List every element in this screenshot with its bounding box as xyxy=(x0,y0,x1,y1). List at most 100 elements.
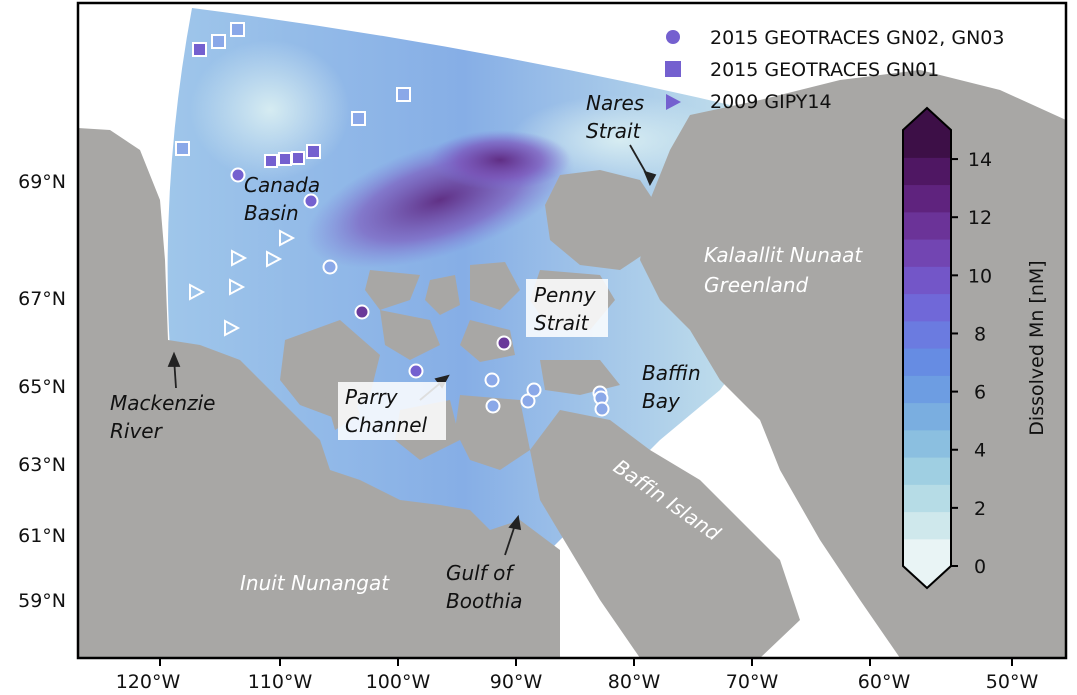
label-line: River xyxy=(110,419,164,443)
y-tick-label: 63°N xyxy=(18,454,66,476)
x-axis: 120°W 110°W 100°W 90°W 80°W 70°W 60°W 50… xyxy=(116,658,1039,693)
station-square-marker xyxy=(278,152,292,166)
label-line: Bay xyxy=(642,389,681,413)
station-circle-marker xyxy=(303,193,319,209)
x-tick-label: 100°W xyxy=(366,671,431,693)
land-baffin-island xyxy=(530,410,800,658)
colorbar-segment xyxy=(903,348,951,376)
station-square-marker xyxy=(306,144,321,159)
legend-entry-label: 2015 GEOTRACES GN02, GN03 xyxy=(710,27,1004,49)
label-line: Mackenzie xyxy=(110,391,215,415)
station-circle-marker xyxy=(354,304,370,320)
colorbar-segment xyxy=(903,239,951,267)
legend-entry-label: 2009 GIPY14 xyxy=(710,91,832,113)
land-mainland-west xyxy=(78,128,560,658)
station-square-marker xyxy=(396,87,411,102)
y-axis: 69°N 67°N 65°N 63°N 61°N 59°N xyxy=(18,171,66,612)
label-greenland: Kalaallit Nunaat Greenland xyxy=(704,243,869,297)
colorbar-segment xyxy=(903,320,951,349)
x-tick-label: 60°W xyxy=(858,671,911,693)
label-line: Strait xyxy=(534,311,590,335)
land-island xyxy=(365,270,420,310)
colorbar-tick-label: 0 xyxy=(974,556,986,578)
label-canada-basin: Canada Basin xyxy=(244,173,326,225)
legend-square-icon xyxy=(665,61,681,77)
station-square-marker xyxy=(351,111,366,126)
legend-entry-label: 2015 GEOTRACES GN01 xyxy=(710,59,939,81)
y-tick-label: 67°N xyxy=(18,288,66,310)
y-tick-label: 69°N xyxy=(18,171,66,193)
y-tick-label: 59°N xyxy=(18,590,66,612)
colorbar-segment xyxy=(903,429,951,458)
colorbar-tick-label: 12 xyxy=(968,207,992,229)
legend: 2015 GEOTRACES GN02, GN03 2015 GEOTRACES… xyxy=(665,27,1004,113)
colorbar-tick-label: 4 xyxy=(974,440,986,462)
land-greenland xyxy=(640,70,1066,658)
x-tick-label: 50°W xyxy=(986,671,1039,693)
label-line: Greenland xyxy=(704,273,808,297)
station-square-marker xyxy=(291,151,305,165)
stations-gipy14 xyxy=(189,229,296,337)
label-line: Basin xyxy=(244,201,299,225)
station-circle-marker xyxy=(485,398,501,414)
high-mn-basin xyxy=(430,130,570,190)
station-triangle-marker xyxy=(279,229,296,247)
label-line: Baffin xyxy=(642,361,701,385)
colorbar-segment xyxy=(903,457,951,485)
station-triangle-marker xyxy=(266,250,283,268)
station-square-marker xyxy=(230,22,245,37)
y-tick-label: 65°N xyxy=(18,376,66,398)
x-tick-label: 80°W xyxy=(608,671,661,693)
colorbar-segment xyxy=(903,266,951,295)
station-triangle-marker xyxy=(224,319,241,337)
label-line: Boothia xyxy=(446,589,523,613)
land-island xyxy=(380,310,440,360)
parry-channel-box xyxy=(338,382,446,440)
legend-circle-icon xyxy=(666,30,680,44)
stations-gn01 xyxy=(175,22,411,168)
colorbar-segment xyxy=(903,402,951,431)
colorbar-tick-label: 14 xyxy=(968,149,992,171)
colorbar-tick-label: 8 xyxy=(974,323,986,345)
label-line: Kalaallit Nunaat xyxy=(704,243,863,267)
map-frame xyxy=(76,1,1068,660)
label-line: Channel xyxy=(345,413,428,437)
station-square-marker xyxy=(211,34,226,49)
colorbar-tick-label: 2 xyxy=(974,498,986,520)
label-line: Parry xyxy=(345,385,399,409)
place-labels: Canada Basin Nares Strait Kalaallit Nuna… xyxy=(110,91,869,613)
label-line: Inuit Nunangat xyxy=(240,571,390,595)
colorbar-segment xyxy=(903,484,951,513)
label-inuit-nunangat: Inuit Nunangat xyxy=(240,571,390,595)
label-line: Nares xyxy=(586,91,644,115)
station-triangle-marker xyxy=(231,249,248,267)
station-circle-marker xyxy=(322,259,338,275)
land-island xyxy=(455,395,530,470)
colorbar: 0 2 4 6 8 10 12 14 Dissolved Mn [nM] xyxy=(902,106,1048,590)
label-penny-strait: Penny Strait xyxy=(534,283,602,335)
colorbar-label: Dissolved Mn [nM] xyxy=(1026,260,1048,435)
label-baffin-bay: Baffin Bay xyxy=(642,361,707,413)
label-line: Penny xyxy=(534,283,597,307)
land-island xyxy=(470,262,520,310)
station-circle-marker xyxy=(526,382,542,398)
colorbar-segment xyxy=(903,293,951,322)
colorbar-extend-min xyxy=(903,566,951,588)
station-triangle-marker xyxy=(229,278,246,296)
x-tick-label: 110°W xyxy=(248,671,313,693)
station-circle-marker xyxy=(484,372,500,388)
station-circle-marker xyxy=(594,401,610,417)
penny-strait-box xyxy=(526,279,608,337)
stations-gn02-gn03 xyxy=(230,167,610,417)
x-tick-label: 120°W xyxy=(116,671,181,693)
x-tick-label: 70°W xyxy=(726,671,779,693)
station-circle-marker xyxy=(230,167,246,183)
colorbar-tick-label: 6 xyxy=(974,382,986,404)
label-line: Canada xyxy=(244,173,320,197)
colorbar-extend-max xyxy=(903,108,951,130)
label-mackenzie-river: Mackenzie River xyxy=(110,391,222,443)
legend-triangle-icon xyxy=(666,94,681,110)
y-tick-label: 61°N xyxy=(18,525,66,547)
label-parry-channel: Parry Channel xyxy=(345,385,428,437)
